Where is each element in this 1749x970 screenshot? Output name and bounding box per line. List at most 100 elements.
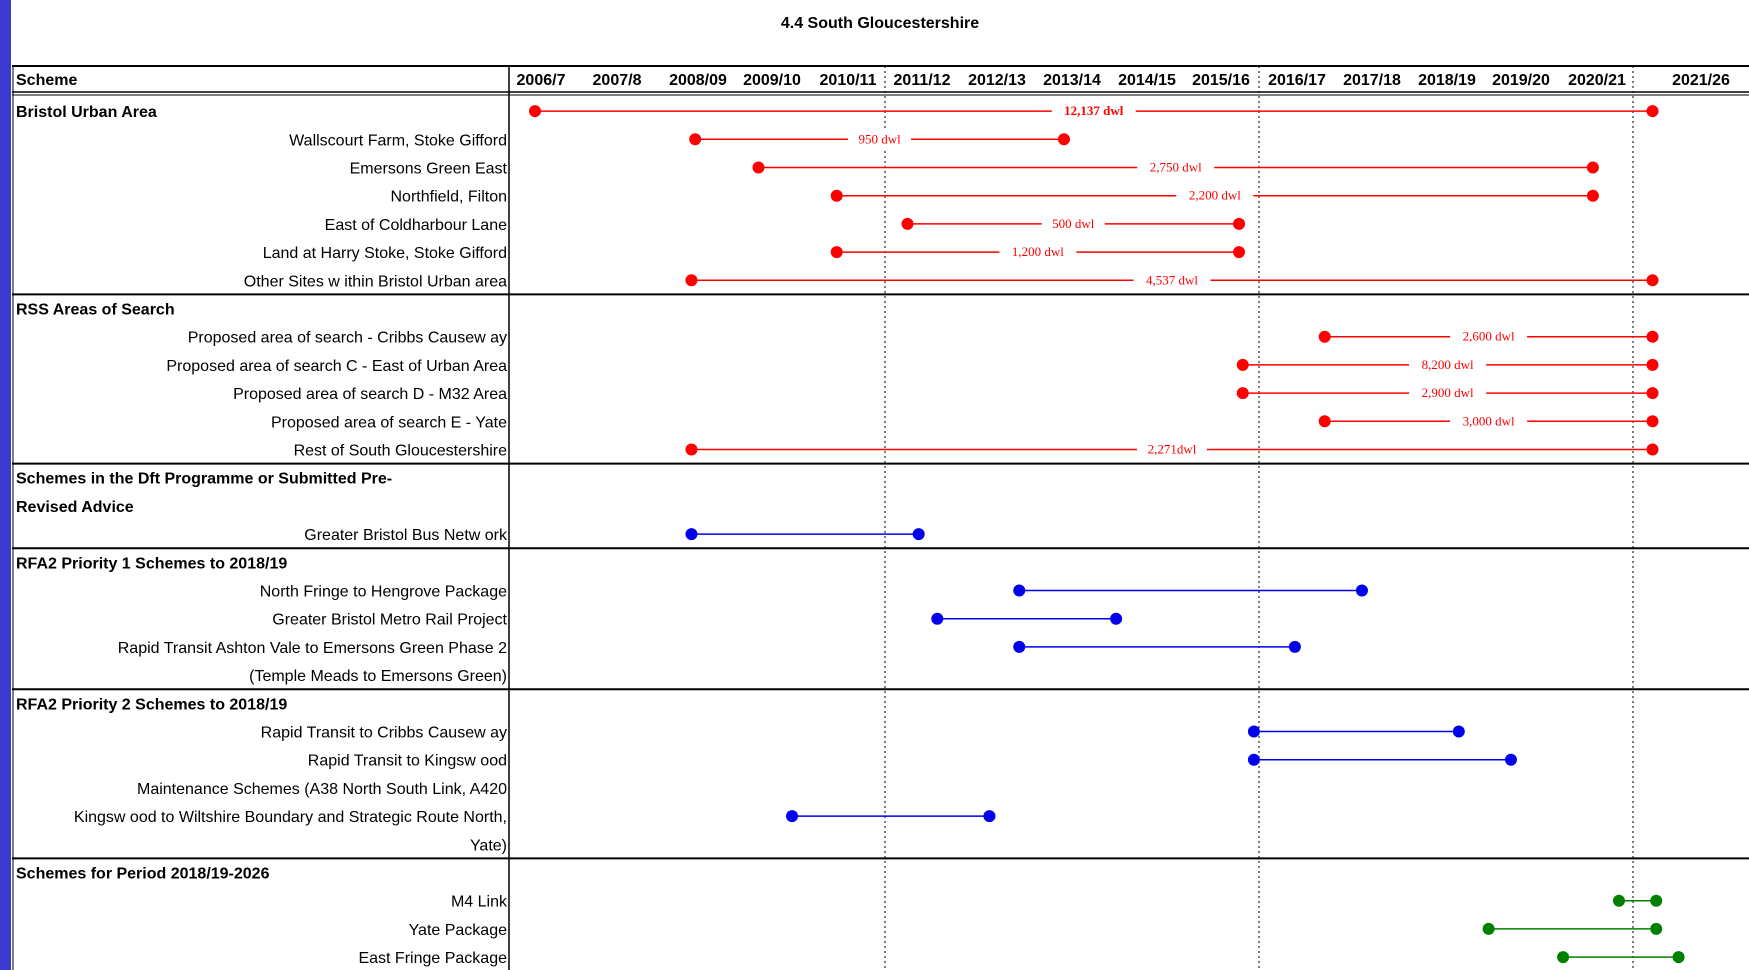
timeline-bar: 2,750 dwl <box>752 158 1599 177</box>
data-label: 8,200 dwl <box>1422 357 1474 372</box>
year-header: 2020/21 <box>1568 72 1626 89</box>
timeline-bar <box>931 612 1123 625</box>
timeline-bars: 12,137 dwl 950 dwl 2,750 dwl 2,200 dwl 500 d… <box>529 102 1685 964</box>
bar-start-point <box>1247 753 1260 766</box>
timeline-bar: 1,200 dwl <box>830 243 1246 262</box>
bar-start-point <box>685 274 698 287</box>
bar-start-point <box>1318 330 1331 343</box>
bar-start-point <box>1013 640 1026 653</box>
year-header: 2010/11 <box>820 72 877 89</box>
timeline-bar: 8,200 dwl <box>1236 355 1659 374</box>
data-label: 12,137 dwl <box>1064 103 1124 118</box>
bar-end-point <box>1650 894 1663 907</box>
year-header-row: 2006/7 2007/8 2008/09 2009/10 2010/11 2011/12… <box>517 72 1730 89</box>
bar-start-point <box>931 612 944 625</box>
scheme-label: Proposed area of search E - Yate <box>271 414 507 431</box>
data-label-bg <box>1450 327 1528 346</box>
timeline-bar: 2,600 dwl <box>1318 327 1659 346</box>
timeline-bar: 3,000 dwl <box>1318 412 1659 431</box>
bar-end-point <box>912 528 925 541</box>
data-label-bg <box>1409 384 1487 403</box>
data-label-bg <box>1409 355 1487 374</box>
year-header: 2018/19 <box>1418 72 1476 89</box>
scheme-label: Rapid Transit to Cribbs Causew ay <box>261 725 507 742</box>
bar-start-point <box>1482 922 1495 935</box>
data-label-bg <box>1137 158 1215 177</box>
data-label: 500 dwl <box>1052 216 1095 231</box>
bar-start-point <box>901 217 914 230</box>
year-header: 2021/26 <box>1672 72 1730 89</box>
data-label-bg <box>1041 214 1105 233</box>
spreadsheet-sheet <box>11 0 1749 970</box>
bar-end-point <box>1672 951 1685 964</box>
timeline-bar: 4,537 dwl <box>685 271 1659 290</box>
scheme-label: Yate) <box>470 837 507 854</box>
year-header: 2011/12 <box>894 72 951 89</box>
timeline-bar <box>1013 584 1368 597</box>
bar-end-point <box>1646 358 1659 371</box>
bar-start-point <box>1236 358 1249 371</box>
scheme-label: Rapid Transit Ashton Vale to Emersons Gr… <box>118 640 507 657</box>
timeline-bar <box>1247 753 1517 766</box>
year-header: 2014/15 <box>1118 72 1176 89</box>
bar-start-point <box>529 105 541 118</box>
timeline-bar: 950 dwl <box>689 130 1070 149</box>
chart-title: 4.4 South Gloucestershire <box>781 15 979 32</box>
timeline-bar <box>1013 640 1301 653</box>
bar-end-point <box>1646 387 1659 400</box>
bar-end-point <box>1646 415 1659 428</box>
scheme-label: Greater Bristol Metro Rail Project <box>272 612 507 629</box>
data-label: 4,537 dwl <box>1146 272 1198 287</box>
scheme-label: Kingsw ood to Wiltshire Boundary and Str… <box>74 809 507 826</box>
bar-start-point <box>1013 584 1026 597</box>
bar-start-point <box>830 189 843 202</box>
year-header: 2012/13 <box>968 72 1026 89</box>
scheme-label: Greater Bristol Bus Netw ork <box>304 527 508 544</box>
scheme-label: Other Sites w ithin Bristol Urban area <box>244 273 507 290</box>
scheme-label: M4 Link <box>451 894 508 911</box>
data-label-bg <box>999 243 1077 262</box>
bar-end-point <box>1057 133 1070 146</box>
scheme-label: (Temple Meads to Emersons Green) <box>249 668 507 685</box>
bar-end-point <box>1355 584 1368 597</box>
scheme-label: Land at Harry Stoke, Stoke Gifford <box>263 245 507 262</box>
timeline-bar: 2,271dwl <box>685 440 1659 459</box>
bar-end-point <box>1586 189 1599 202</box>
bar-start-point <box>752 161 765 174</box>
scheme-label: Proposed area of search C - East of Urba… <box>166 358 507 375</box>
year-header: 2006/7 <box>517 72 566 89</box>
scheme-label: Proposed area of search D - M32 Area <box>233 386 507 403</box>
bar-start-point <box>1247 725 1260 738</box>
scheme-labels: Bristol Urban Area Wallscourt Farm, Stoke… <box>16 104 508 967</box>
scheme-label: East Fringe Package <box>358 950 507 967</box>
timeline-bar <box>1557 951 1685 964</box>
timeline-bar <box>685 528 925 541</box>
bar-end-point <box>1586 161 1599 174</box>
timeline-bar <box>786 810 996 823</box>
section-heading: RFA2 Priority 2 Schemes to 2018/19 <box>16 696 287 713</box>
scheme-label: North Fringe to Hengrove Package <box>260 584 507 601</box>
bar-start-point <box>786 810 799 823</box>
bar-end-point <box>1650 922 1663 935</box>
year-header: 2008/09 <box>669 72 727 89</box>
scheme-label: Rapid Transit to Kingsw ood <box>308 753 507 770</box>
year-header: 2017/18 <box>1343 72 1401 89</box>
data-label: 2,600 dwl <box>1463 329 1515 344</box>
bar-end-point <box>1233 217 1246 230</box>
year-header: 2007/8 <box>593 72 642 89</box>
year-header: 2015/16 <box>1192 72 1250 89</box>
bar-end-point <box>1646 443 1659 456</box>
data-label-bg <box>1136 440 1207 459</box>
data-label: 3,000 dwl <box>1463 413 1515 428</box>
data-label-bg <box>1450 412 1528 431</box>
bar-start-point <box>1236 387 1249 400</box>
timeline-bar: 12,137 dwl <box>529 102 1659 121</box>
data-label: 1,200 dwl <box>1012 244 1064 259</box>
year-header: 2016/17 <box>1268 72 1326 89</box>
scheme-label: Emersons Green East <box>350 161 508 178</box>
data-label-bg <box>1051 102 1136 121</box>
scheme-label: Northfield, Filton <box>391 189 508 206</box>
bar-end-point <box>1646 274 1659 287</box>
timeline-bar: 2,900 dwl <box>1236 384 1659 403</box>
